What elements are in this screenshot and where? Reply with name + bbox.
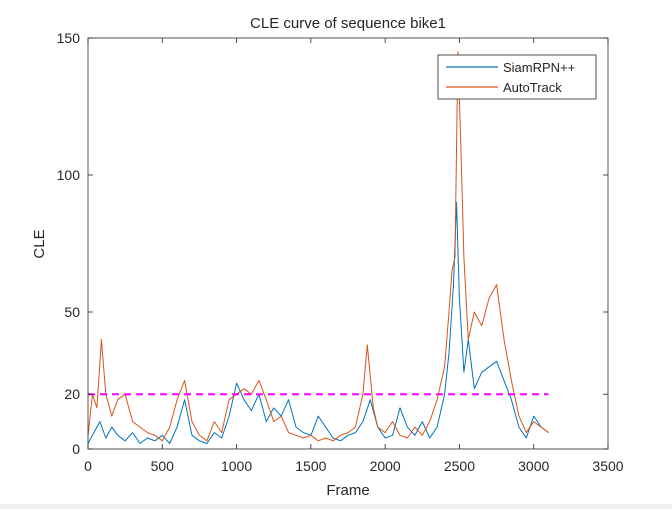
y-tick-label: 150 (57, 30, 81, 46)
legend-box (437, 54, 597, 100)
chart-title: CLE curve of sequence bike1 (250, 15, 446, 32)
series-line-autotrack (87, 51, 549, 442)
legend: SiamRPN++ AutoTrack (437, 54, 597, 100)
y-tick-label: 0 (72, 441, 80, 457)
x-tick-label: 0 (84, 458, 92, 474)
x-tick-label: 500 (151, 458, 175, 474)
legend-label: SiamRPN++ (503, 60, 575, 75)
x-tick-label: 3500 (592, 458, 623, 474)
x-tick-label: 2500 (444, 458, 475, 474)
legend-label: AutoTrack (503, 80, 562, 95)
plot-area (88, 38, 608, 449)
x-tick-label: 3000 (518, 458, 549, 474)
y-tick-label: 100 (57, 167, 81, 183)
y-axis: 0 20 50 100 150 (57, 30, 608, 457)
x-axis-label: Frame (326, 482, 369, 499)
y-tick-label: 20 (64, 386, 80, 402)
x-tick-label: 1000 (221, 458, 252, 474)
x-tick-label: 1500 (295, 458, 326, 474)
x-axis: 0 500 1000 1500 2000 2500 3000 3500 (84, 38, 624, 474)
series-layer (87, 51, 549, 444)
plot-frame (87, 37, 609, 450)
x-tick-label: 2000 (370, 458, 401, 474)
y-axis-label: CLE (31, 229, 48, 258)
y-tick-label: 50 (64, 304, 80, 320)
